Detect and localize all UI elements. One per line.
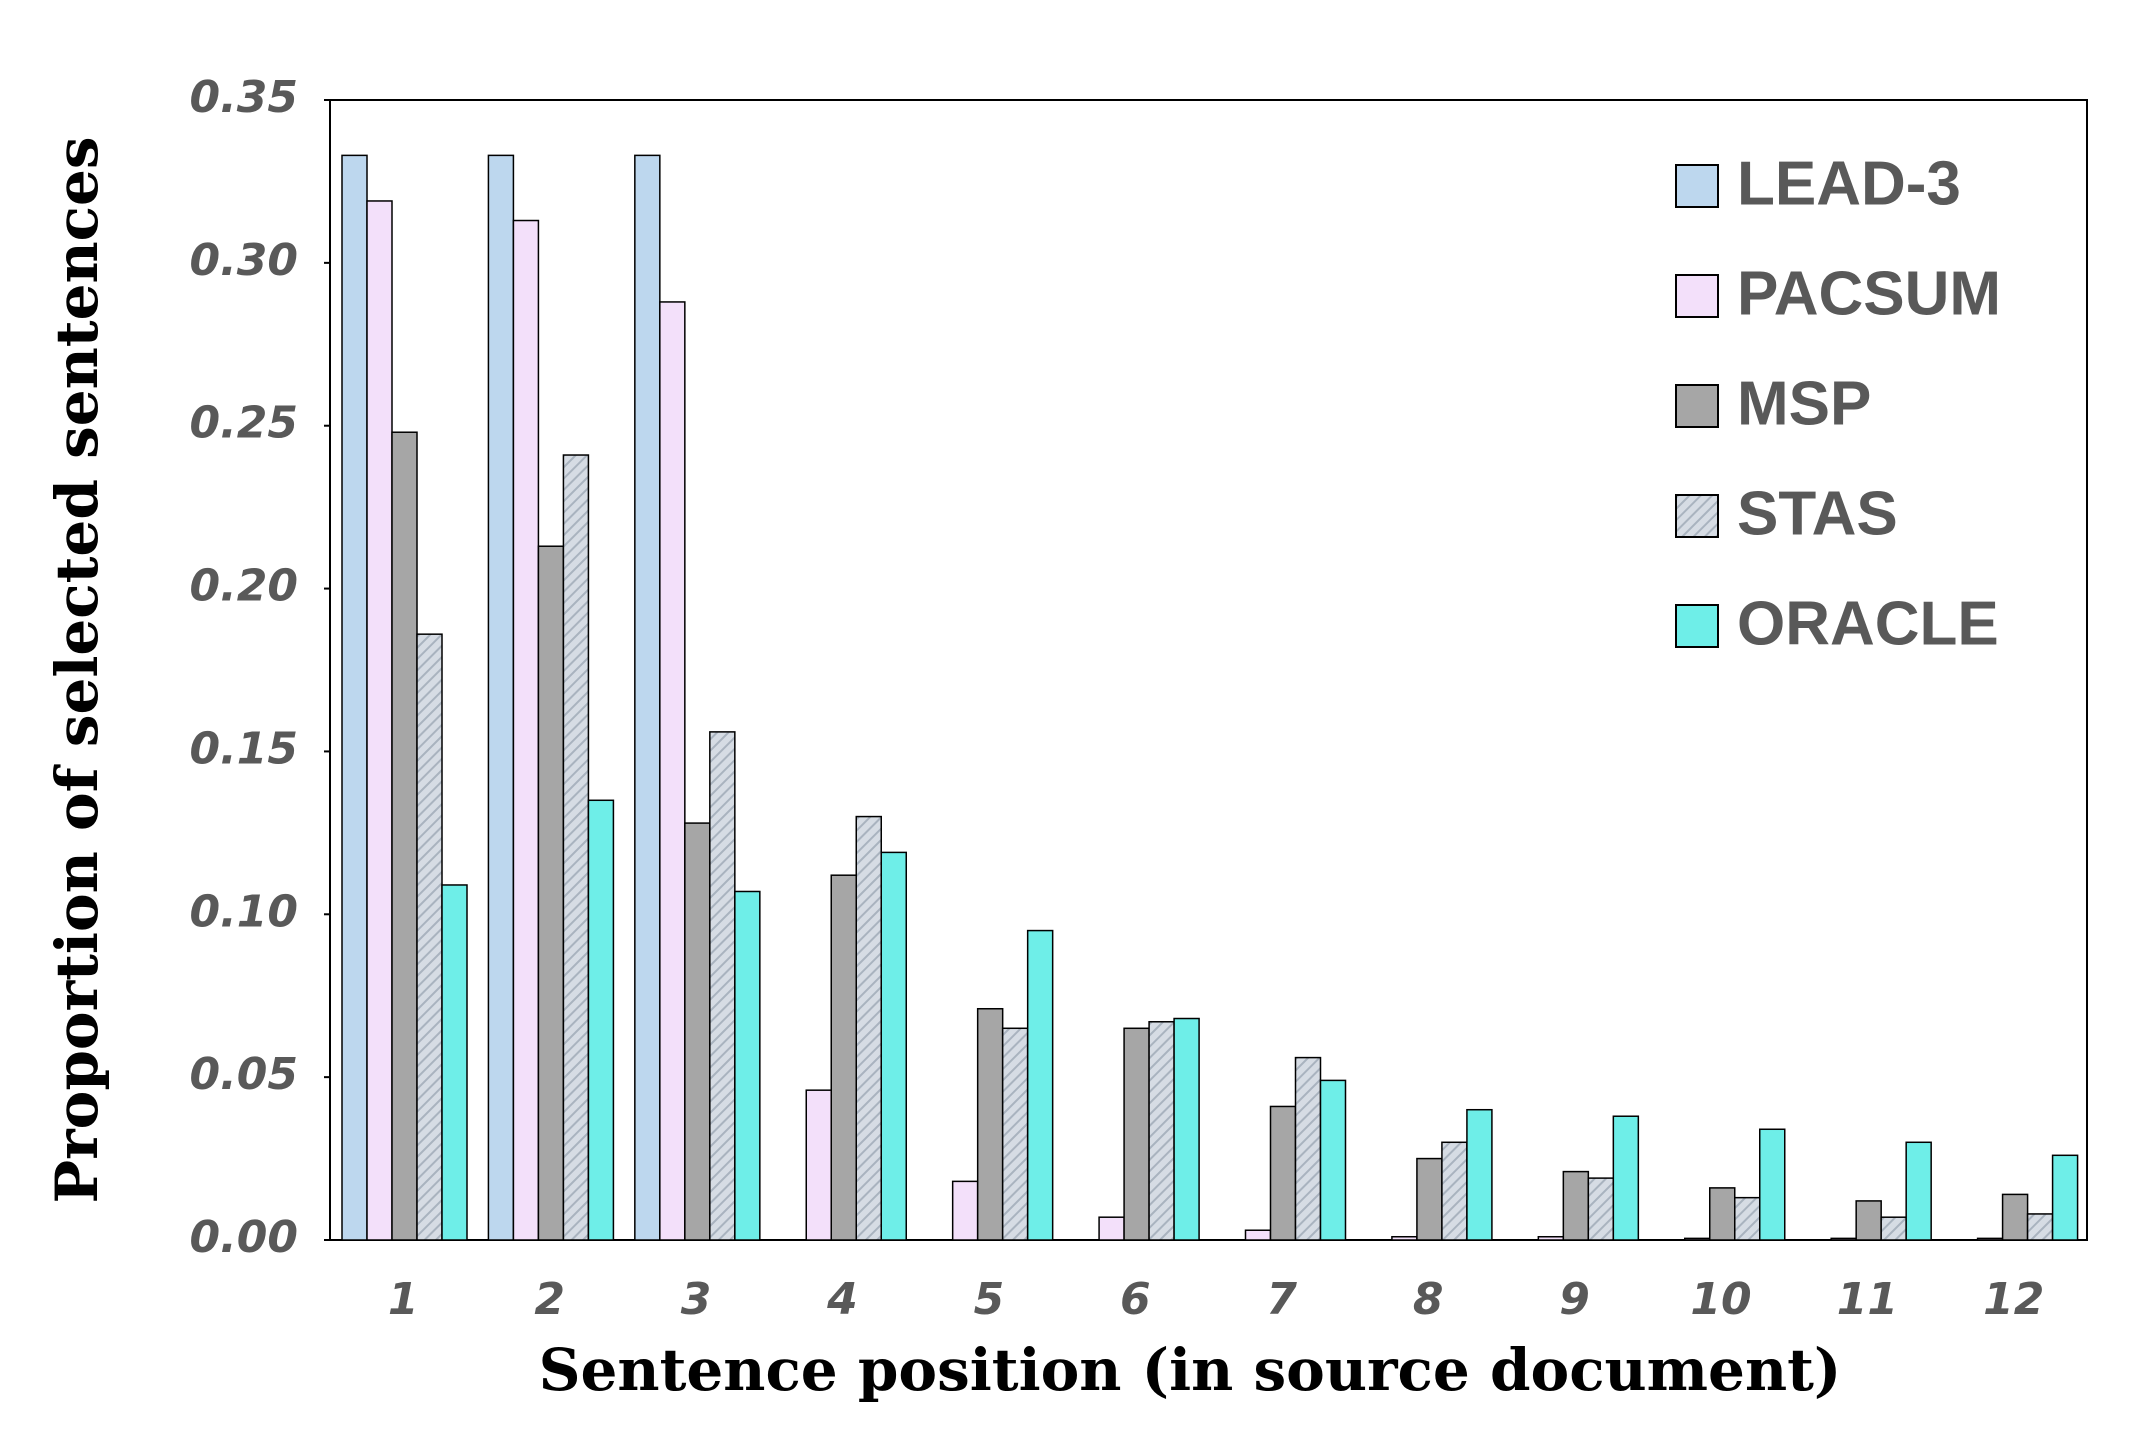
bar bbox=[2051, 1154, 2079, 1241]
bar bbox=[341, 154, 368, 1241]
legend-label: PACSUM bbox=[1737, 259, 2001, 328]
bar bbox=[1612, 1115, 1640, 1241]
bar bbox=[1880, 1216, 1907, 1241]
x-tick-label: 8 bbox=[1413, 1274, 1444, 1325]
bar bbox=[1416, 1157, 1443, 1241]
x-tick-label: 4 bbox=[826, 1274, 858, 1325]
legend-label: MSP bbox=[1737, 369, 1871, 438]
bar bbox=[587, 799, 615, 1241]
x-tick-label: 1 bbox=[388, 1274, 419, 1325]
bar bbox=[1466, 1108, 1493, 1241]
bar bbox=[1001, 1027, 1029, 1241]
bar bbox=[1294, 1056, 1322, 1241]
bar bbox=[880, 851, 907, 1241]
x-tick-label: 7 bbox=[1266, 1274, 1297, 1325]
x-tick-label: 10 bbox=[1690, 1274, 1751, 1325]
bar bbox=[1537, 1235, 1565, 1241]
bar bbox=[562, 454, 590, 1241]
bar bbox=[487, 154, 515, 1241]
bar bbox=[1026, 929, 1054, 1241]
x-tick-label: 11 bbox=[1837, 1274, 1898, 1325]
y-tick-label: 0.35 bbox=[189, 72, 298, 123]
y-tick-label: 0.25 bbox=[189, 398, 298, 449]
bar bbox=[1562, 1170, 1590, 1241]
bar bbox=[441, 884, 468, 1241]
bar bbox=[634, 154, 661, 1241]
plot-frame bbox=[329, 99, 2088, 1241]
y-tick-label: 0.20 bbox=[189, 561, 298, 612]
bar bbox=[1148, 1021, 1175, 1241]
x-tick-label: 9 bbox=[1559, 1274, 1590, 1325]
bar bbox=[830, 874, 857, 1241]
bar bbox=[512, 219, 540, 1241]
bar bbox=[391, 431, 418, 1241]
x-tick-label: 3 bbox=[681, 1274, 712, 1325]
bar bbox=[2001, 1193, 2029, 1241]
bar bbox=[1734, 1196, 1761, 1241]
bar bbox=[1830, 1237, 1857, 1241]
y-tick-label: 0.15 bbox=[189, 723, 298, 774]
legend-swatch bbox=[1675, 604, 1719, 648]
legend-label: LEAD-3 bbox=[1737, 149, 1961, 218]
bar bbox=[537, 545, 565, 1241]
y-axis-title: Proportion of selected sentences bbox=[43, 136, 111, 1203]
legend-swatch bbox=[1675, 164, 1719, 208]
bar bbox=[1269, 1105, 1297, 1241]
bar bbox=[1123, 1027, 1150, 1241]
legend-label: ORACLE bbox=[1737, 589, 1999, 658]
bar bbox=[1391, 1235, 1418, 1241]
bar bbox=[951, 1180, 979, 1241]
x-tick-label: 2 bbox=[534, 1274, 565, 1325]
bar bbox=[805, 1089, 832, 1241]
legend-swatch bbox=[1675, 384, 1719, 428]
x-tick-label: 12 bbox=[1983, 1274, 2044, 1325]
legend-swatch bbox=[1675, 494, 1719, 538]
bar bbox=[709, 731, 736, 1241]
bar bbox=[1684, 1237, 1711, 1241]
bar bbox=[416, 633, 443, 1241]
y-tick-label: 0.05 bbox=[189, 1049, 298, 1100]
bar bbox=[1319, 1079, 1347, 1241]
x-axis-title: Sentence position (in source document) bbox=[539, 1336, 1842, 1404]
bar bbox=[2026, 1213, 2054, 1241]
bar bbox=[1976, 1237, 2004, 1241]
bar bbox=[366, 200, 393, 1241]
bar bbox=[1759, 1128, 1786, 1241]
bar bbox=[684, 822, 711, 1241]
bar bbox=[1098, 1216, 1125, 1241]
bar bbox=[659, 301, 686, 1241]
y-tick-label: 0.00 bbox=[189, 1212, 298, 1263]
y-tick-label: 0.30 bbox=[189, 235, 298, 286]
x-tick-label: 5 bbox=[974, 1274, 1005, 1325]
bar bbox=[1587, 1177, 1615, 1241]
bar bbox=[1244, 1229, 1272, 1241]
bar bbox=[1855, 1200, 1882, 1241]
x-tick-label: 6 bbox=[1120, 1274, 1151, 1325]
bar bbox=[1709, 1187, 1736, 1241]
bar bbox=[976, 1007, 1004, 1241]
bar bbox=[1441, 1141, 1468, 1241]
bar bbox=[855, 815, 882, 1241]
legend-swatch bbox=[1675, 274, 1719, 318]
bar bbox=[1173, 1017, 1200, 1241]
bar bbox=[734, 890, 761, 1241]
y-tick-label: 0.10 bbox=[189, 886, 298, 937]
legend-label: STAS bbox=[1737, 479, 1898, 548]
bar bbox=[1905, 1141, 1932, 1241]
